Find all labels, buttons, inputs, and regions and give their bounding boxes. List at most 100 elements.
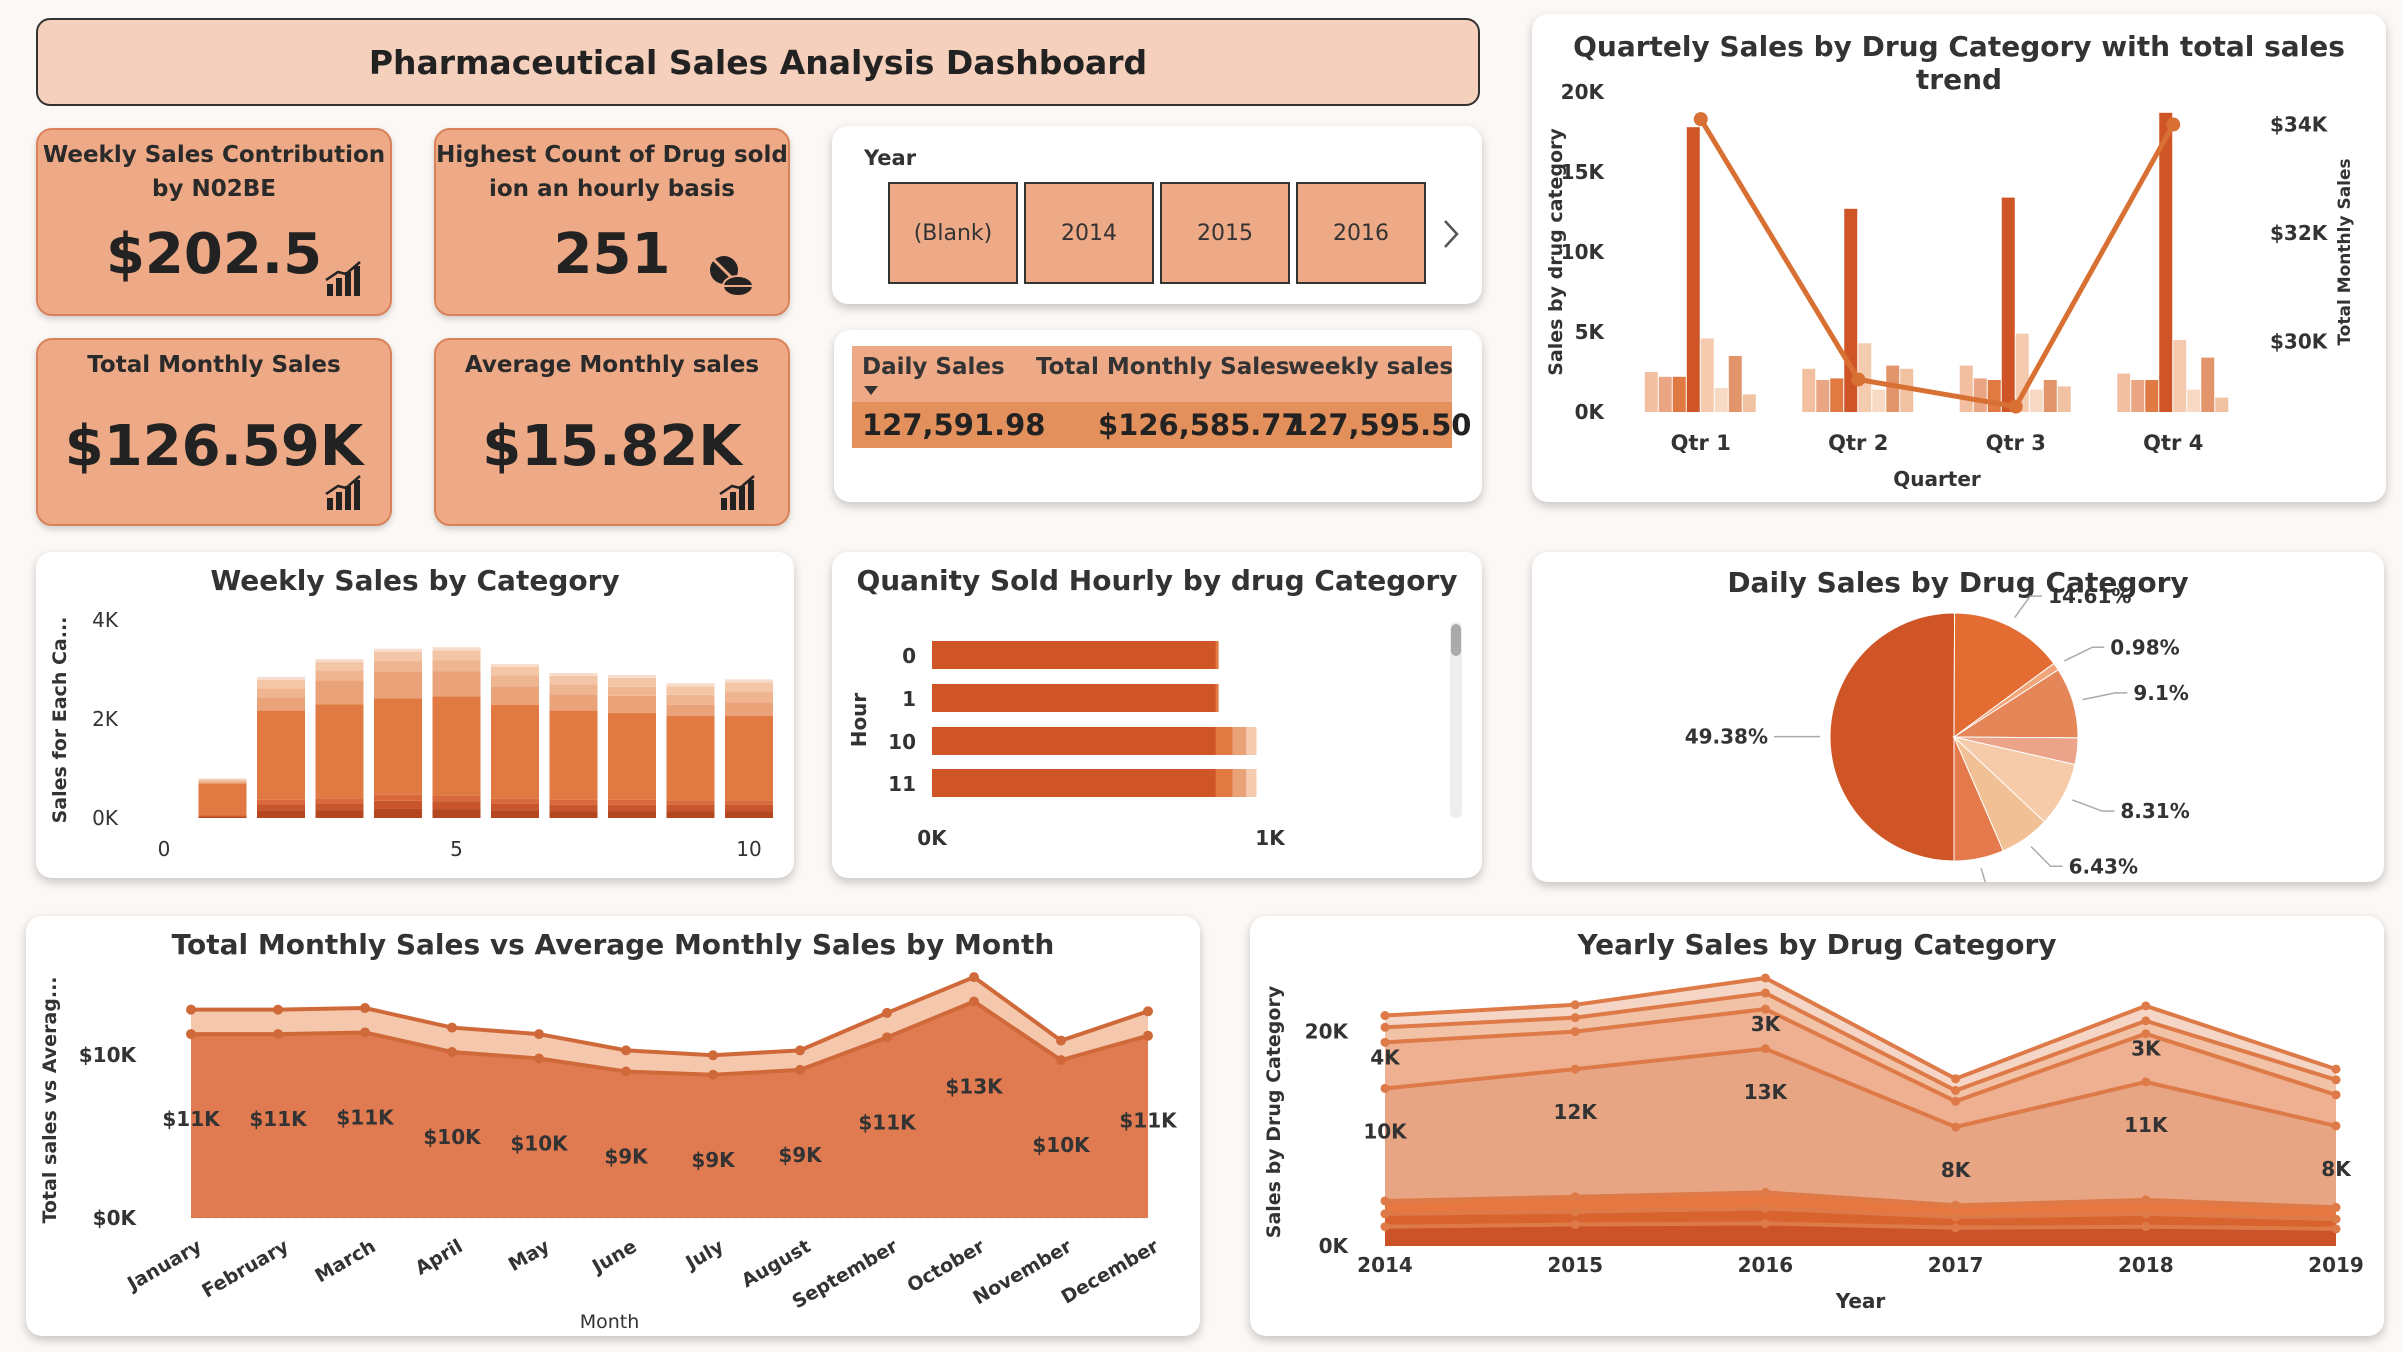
trend-point bbox=[2008, 399, 2023, 414]
stacked-bar-segment bbox=[315, 810, 364, 818]
y-tick-label: 4K bbox=[92, 608, 119, 632]
bar bbox=[1872, 389, 1886, 412]
stacked-bar-segment bbox=[666, 704, 715, 717]
bar bbox=[2131, 380, 2145, 412]
x-tick-label: 5 bbox=[450, 837, 463, 861]
stacked-bar-segment bbox=[1215, 727, 1233, 755]
kpi-title-line2: ion an hourly basis bbox=[489, 176, 735, 202]
chevron-right-icon[interactable] bbox=[1440, 218, 1462, 250]
stacked-bar-segment bbox=[198, 783, 247, 816]
trend-point bbox=[2166, 117, 2181, 132]
pie-leader-line bbox=[2030, 846, 2063, 868]
area-line bbox=[1384, 975, 2337, 1081]
data-point bbox=[2331, 1075, 2341, 1085]
pie-slice-label: 6.43% bbox=[2069, 854, 2138, 878]
stacked-bar-segment bbox=[257, 804, 305, 811]
data-label: $10K bbox=[423, 1125, 482, 1149]
y-tick-label: 20K bbox=[1561, 80, 1606, 104]
y-tick-label: 1 bbox=[902, 687, 916, 711]
stacked-bar-segment bbox=[491, 704, 539, 799]
trend-line bbox=[1698, 117, 2176, 410]
bar bbox=[1686, 127, 1700, 412]
stacked-bar-segment bbox=[725, 691, 773, 703]
bar bbox=[1658, 376, 1672, 412]
data-point bbox=[2331, 1214, 2341, 1224]
chart-title: Daily Sales by Drug Category bbox=[1727, 566, 2189, 599]
data-point bbox=[882, 1032, 892, 1043]
data-label: 10K bbox=[1363, 1119, 1408, 1143]
kpi-title: Average Monthly sales bbox=[464, 352, 760, 378]
data-point bbox=[1760, 973, 1770, 983]
area-line bbox=[1384, 1206, 2337, 1222]
y-tick-label: 10 bbox=[888, 730, 916, 754]
sort-down-icon[interactable] bbox=[864, 386, 878, 396]
x-tick-label: 1K bbox=[1255, 826, 1286, 850]
table-header-total-monthly[interactable]: Total Monthly Sales bbox=[1036, 354, 1290, 380]
weekly-chart: 0K 2K 4K Sales for Each Ca... 0 5 10 bbox=[49, 608, 773, 861]
data-point bbox=[1951, 1086, 1961, 1096]
data-point bbox=[1951, 1074, 1961, 1084]
stacked-bar-segment bbox=[198, 779, 247, 781]
stacked-bar-segment bbox=[932, 684, 1216, 712]
x-tick-label: May bbox=[505, 1235, 554, 1276]
bar bbox=[2159, 112, 2173, 413]
scrollbar-track[interactable] bbox=[1450, 622, 1462, 818]
stacked-bar-segment bbox=[549, 672, 598, 676]
pie-slice-label: 8.31% bbox=[2120, 799, 2189, 823]
stacked-bar-segment bbox=[198, 778, 247, 780]
area-line bbox=[191, 974, 1149, 1058]
data-point bbox=[1570, 1207, 1580, 1217]
bar bbox=[1644, 372, 1658, 412]
stacked-bar-segment bbox=[374, 651, 422, 662]
data-point bbox=[1951, 1200, 1961, 1210]
pie-slice bbox=[1953, 612, 2055, 738]
year-option-2016[interactable]: 2016 bbox=[1296, 182, 1426, 284]
x-tick-label: April bbox=[412, 1235, 467, 1279]
area-line bbox=[1384, 1046, 2337, 1130]
bar bbox=[1802, 368, 1816, 412]
scrollbar-thumb[interactable] bbox=[1451, 624, 1461, 656]
stacked-bar-segment bbox=[549, 804, 598, 812]
y-axis-label: Sales by drug category bbox=[1545, 128, 1567, 376]
stacked-bar-segment bbox=[315, 798, 364, 804]
kpi-value: 251 bbox=[553, 222, 671, 287]
stacked-bar-segment bbox=[257, 710, 305, 800]
pie-slice-label: 6.4% bbox=[2006, 880, 2061, 882]
data-point bbox=[1380, 1209, 1390, 1219]
bar bbox=[1900, 368, 1914, 412]
x-tick-label: June bbox=[587, 1235, 640, 1279]
bar bbox=[1700, 338, 1714, 412]
data-point bbox=[1760, 1218, 1770, 1228]
area-fill bbox=[1385, 1223, 2336, 1246]
stacked-bar-segment bbox=[491, 675, 539, 687]
stacked-bar-segment bbox=[549, 710, 598, 800]
data-point bbox=[2141, 1029, 2151, 1039]
year-option-2014[interactable]: 2014 bbox=[1024, 182, 1154, 284]
yearly-chart-card: Yearly Sales by Drug Category 0K 20K Sales… bbox=[1250, 916, 2384, 1336]
data-point bbox=[969, 972, 979, 983]
data-point bbox=[2331, 1224, 2341, 1234]
year-option-2015[interactable]: 2015 bbox=[1160, 182, 1290, 284]
data-label: 8K bbox=[1941, 1158, 1972, 1182]
data-point bbox=[447, 1046, 457, 1057]
stacked-bar-segment bbox=[315, 670, 364, 681]
data-point bbox=[1380, 1196, 1390, 1206]
table-header-daily-sales[interactable]: Daily Sales bbox=[862, 354, 1005, 380]
pie-leader-line bbox=[2082, 692, 2128, 701]
stacked-bar-segment bbox=[374, 648, 422, 652]
stacked-bar-segment bbox=[198, 782, 247, 784]
data-label: 12K bbox=[1554, 1100, 1599, 1124]
y-axis-label: Hour bbox=[847, 693, 871, 748]
year-option-blank[interactable]: (Blank) bbox=[888, 182, 1018, 284]
y-tick-label: 0K bbox=[1575, 400, 1606, 424]
weekly-chart-card: Weekly Sales by Category 0K 2K 4K Sales for… bbox=[36, 552, 794, 878]
kpi-title-line2: by N02BE bbox=[152, 176, 276, 202]
data-point bbox=[1056, 1055, 1066, 1066]
y-tick-label: 10K bbox=[1561, 240, 1606, 264]
table-header-weekly[interactable]: weekly sales bbox=[1288, 354, 1454, 380]
stacked-bar-segment bbox=[1232, 727, 1247, 755]
y2-axis-label: Total Monthly Sales bbox=[2335, 158, 2355, 345]
stacked-bar-segment bbox=[725, 804, 773, 812]
pie-slice-label: 0.98% bbox=[2110, 635, 2179, 659]
stacked-bar-segment bbox=[932, 727, 1216, 755]
